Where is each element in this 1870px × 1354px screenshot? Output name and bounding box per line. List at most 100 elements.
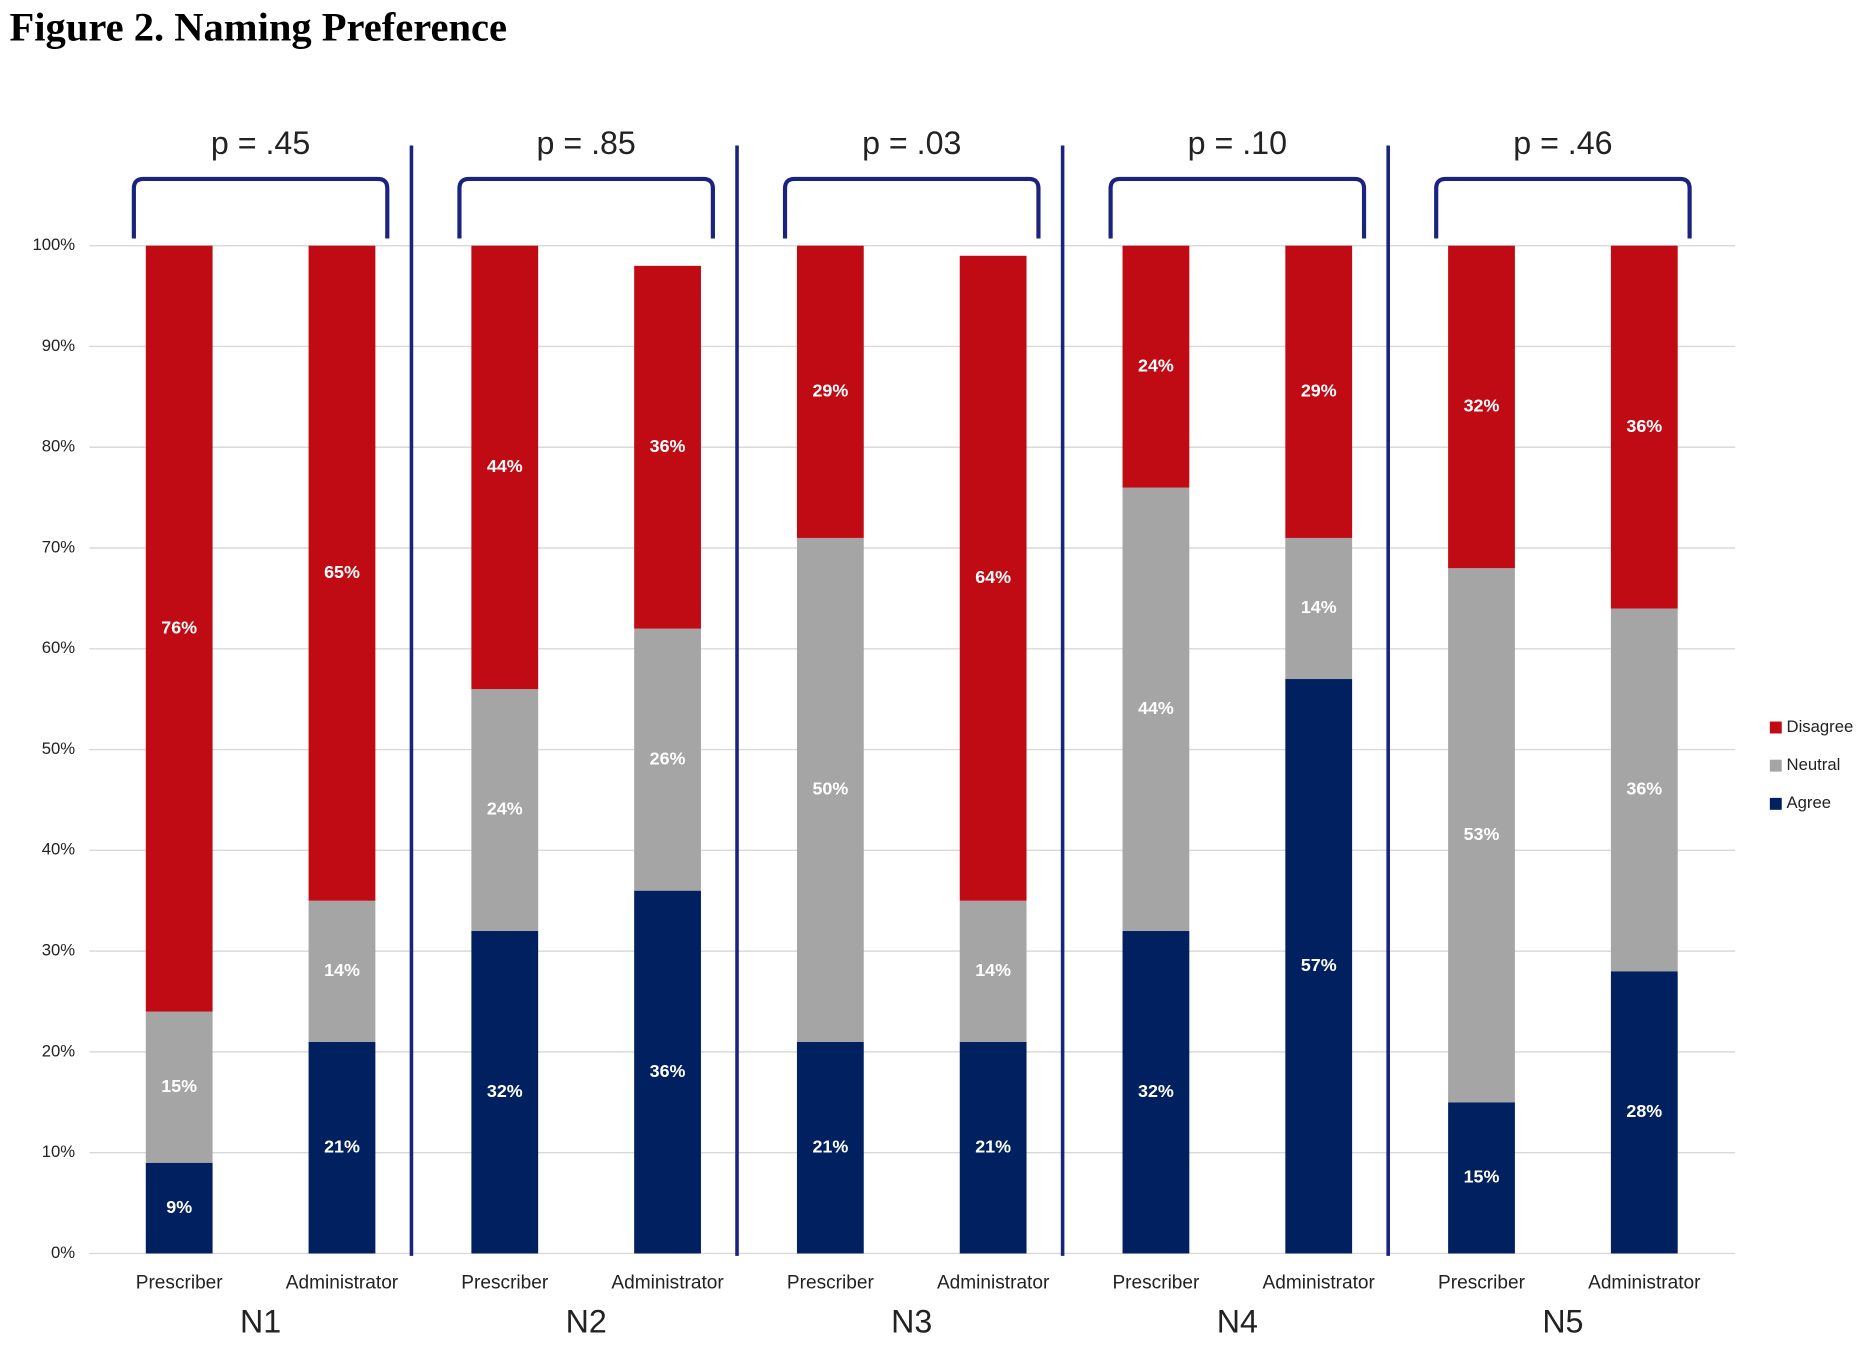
- legend-label: Neutral: [1787, 755, 1841, 774]
- bar-segment: [1122, 487, 1190, 931]
- data-label: 50%: [812, 779, 848, 799]
- bar-segment: [308, 900, 376, 1042]
- data-label: 24%: [487, 799, 523, 819]
- bar-segment: [959, 900, 1027, 1042]
- bar-segment: [471, 930, 539, 1254]
- bar-segment: [796, 537, 864, 1042]
- bar-segment: [1285, 537, 1353, 680]
- bar-segment: [796, 245, 864, 538]
- data-label: 21%: [975, 1136, 1011, 1156]
- data-label: 14%: [324, 960, 360, 980]
- data-label: 29%: [1301, 381, 1337, 401]
- legend-label: Agree: [1787, 793, 1832, 812]
- bar-segment: [796, 1041, 864, 1254]
- p-value: p = .85: [536, 125, 635, 161]
- legend-swatch: [1769, 759, 1782, 772]
- data-label: 32%: [1138, 1081, 1174, 1101]
- x-tick-label: Prescriber: [1112, 1272, 1200, 1293]
- bar-segment: [1610, 971, 1678, 1254]
- y-tick-label: 0%: [51, 1243, 75, 1262]
- group-label: N4: [1217, 1303, 1258, 1339]
- bar-segment: [1285, 245, 1353, 538]
- legend-label: Disagree: [1787, 717, 1854, 736]
- y-tick-label: 10%: [42, 1142, 76, 1161]
- data-label: 14%: [1301, 597, 1337, 617]
- bar-segment: [1122, 930, 1190, 1254]
- bar-segment: [471, 689, 539, 931]
- data-label: 28%: [1626, 1101, 1662, 1121]
- group-label: N5: [1542, 1303, 1583, 1339]
- bar-segment: [1122, 245, 1190, 488]
- data-label: 36%: [1626, 779, 1662, 799]
- y-tick-label: 20%: [42, 1041, 76, 1060]
- data-label: 24%: [1138, 355, 1174, 375]
- bracket: [782, 176, 1041, 239]
- y-tick-label: 40%: [42, 840, 76, 859]
- x-tick-label: Prescriber: [787, 1272, 875, 1293]
- chart-title: Figure 2. Naming Preference: [10, 4, 508, 49]
- data-label: 57%: [1301, 955, 1337, 975]
- data-label: 32%: [487, 1081, 523, 1101]
- x-tick-label: Prescriber: [136, 1272, 224, 1293]
- data-label: 29%: [812, 381, 848, 401]
- legend-swatch: [1769, 797, 1782, 810]
- x-tick-label: Prescriber: [461, 1272, 549, 1293]
- bar-segment: [145, 1162, 213, 1254]
- y-tick-label: 90%: [42, 336, 76, 355]
- legend-swatch: [1769, 721, 1782, 734]
- x-tick-label: Administrator: [937, 1272, 1050, 1293]
- bar-segment: [634, 890, 701, 1254]
- bracket: [1108, 176, 1367, 239]
- bar-segment: [959, 255, 1027, 901]
- p-value: p = .45: [211, 125, 310, 161]
- y-tick-label: 60%: [42, 638, 76, 657]
- data-label: 64%: [975, 567, 1011, 587]
- data-label: 44%: [1138, 698, 1174, 718]
- data-label: 65%: [324, 562, 360, 582]
- data-label: 53%: [1464, 824, 1500, 844]
- y-tick-label: 100%: [32, 235, 75, 254]
- x-tick-label: Prescriber: [1438, 1272, 1526, 1293]
- data-label: 21%: [812, 1136, 848, 1156]
- bar-segment: [634, 265, 701, 629]
- bar-segment: [1610, 608, 1678, 972]
- data-label: 21%: [324, 1136, 360, 1156]
- bar-segment: [471, 245, 539, 690]
- p-value: p = .03: [862, 125, 961, 161]
- p-value: p = .46: [1513, 125, 1612, 161]
- y-tick-label: 30%: [42, 941, 76, 960]
- data-label: 44%: [487, 456, 523, 476]
- bracket: [1434, 176, 1692, 239]
- bar-segment: [308, 245, 376, 901]
- bar-segment: [959, 1041, 1027, 1254]
- y-tick-label: 70%: [42, 537, 76, 556]
- y-tick-label: 80%: [42, 437, 76, 456]
- bar-segment: [1610, 245, 1678, 609]
- data-label: 15%: [1464, 1167, 1500, 1187]
- x-tick-label: Administrator: [1588, 1272, 1701, 1293]
- bar-segment: [145, 245, 213, 1012]
- bracket: [457, 176, 715, 239]
- data-label: 76%: [161, 617, 197, 637]
- bar-segment: [308, 1041, 376, 1254]
- data-label: 15%: [161, 1076, 197, 1096]
- data-label: 36%: [1626, 416, 1662, 436]
- x-tick-label: Administrator: [611, 1272, 724, 1293]
- data-label: 9%: [166, 1197, 192, 1217]
- data-label: 36%: [650, 436, 686, 456]
- bar-segment: [1448, 568, 1515, 1103]
- bar-segment: [1448, 1102, 1515, 1254]
- group-label: N3: [891, 1303, 932, 1339]
- bar-segment: [1285, 679, 1353, 1254]
- data-label: 36%: [650, 1061, 686, 1081]
- data-label: 32%: [1464, 396, 1500, 416]
- bar-segment: [634, 628, 701, 891]
- group-label: N2: [566, 1303, 607, 1339]
- bar-segment: [1448, 245, 1515, 569]
- data-label: 26%: [650, 748, 686, 768]
- data-label: 14%: [975, 960, 1011, 980]
- x-tick-label: Administrator: [1263, 1272, 1376, 1293]
- group-label: N1: [240, 1303, 281, 1339]
